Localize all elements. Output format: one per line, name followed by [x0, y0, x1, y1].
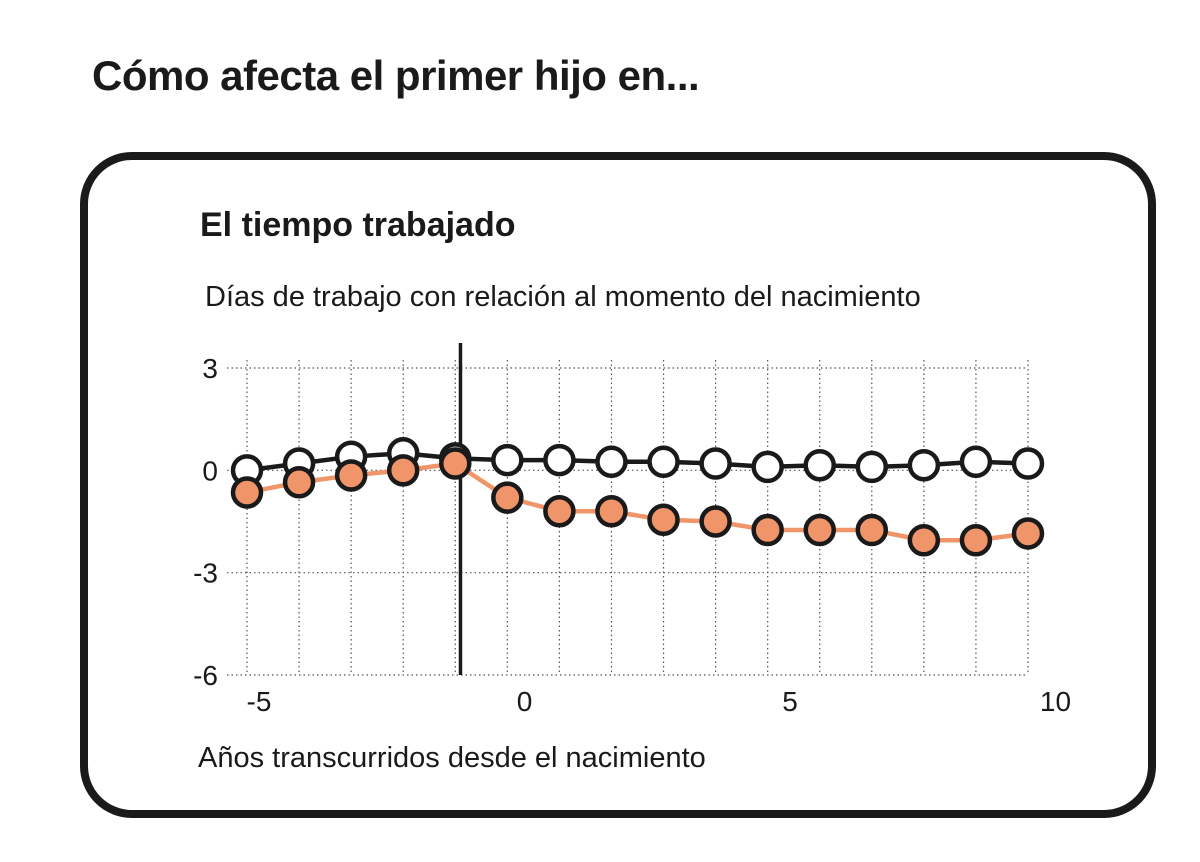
- series-0: [230, 437, 1045, 487]
- data-point: [334, 459, 368, 492]
- data-point: [907, 524, 941, 557]
- chart-grid: [227, 360, 1029, 676]
- x-tick-label: 5: [782, 686, 798, 717]
- x-axis-ticks: -5 0 5 10: [247, 686, 1072, 717]
- data-point: [855, 513, 889, 547]
- data-point: [439, 447, 472, 480]
- data-point: [230, 476, 264, 509]
- series-line: [246, 461, 1029, 543]
- x-axis-label: Años transcurridos desde el nacimiento: [198, 742, 706, 774]
- series-line: [246, 451, 1029, 473]
- data-point: [595, 495, 628, 528]
- data-point: [855, 450, 889, 484]
- series-group: [230, 437, 1045, 557]
- data-point: [803, 513, 836, 547]
- data-point: [751, 450, 784, 484]
- x-tick-label: 0: [517, 686, 533, 717]
- data-point: [491, 481, 524, 514]
- data-point: [907, 448, 941, 482]
- data-point: [751, 513, 784, 547]
- chart-title: El tiempo trabajado: [200, 206, 516, 244]
- y-tick-label: 0: [202, 455, 218, 486]
- page-title: Cómo afecta el primer hijo en...: [92, 52, 700, 99]
- x-tick-label: 10: [1040, 686, 1071, 717]
- data-point: [543, 443, 576, 477]
- y-tick-label: -3: [193, 558, 218, 589]
- data-point: [1011, 517, 1045, 550]
- data-point: [647, 503, 680, 537]
- chart-card: [80, 152, 1156, 818]
- data-point: [959, 445, 993, 479]
- data-point: [803, 448, 836, 482]
- data-point: [491, 443, 524, 477]
- data-point: [959, 524, 993, 557]
- y-axis-ticks: 3 0 -3 -6: [193, 353, 218, 691]
- data-point: [543, 495, 576, 528]
- data-point: [699, 505, 732, 538]
- data-point: [699, 447, 732, 480]
- series-1: [230, 447, 1045, 557]
- x-tick-label: -5: [247, 686, 272, 717]
- chart-subtitle: Días de trabajo con relación al momento …: [205, 281, 921, 313]
- data-point: [1011, 447, 1045, 480]
- data-point: [386, 454, 420, 487]
- data-point: [595, 445, 628, 479]
- y-tick-label: 3: [202, 353, 218, 384]
- data-point: [647, 445, 680, 479]
- y-tick-label: -6: [193, 660, 218, 691]
- data-point: [282, 466, 316, 499]
